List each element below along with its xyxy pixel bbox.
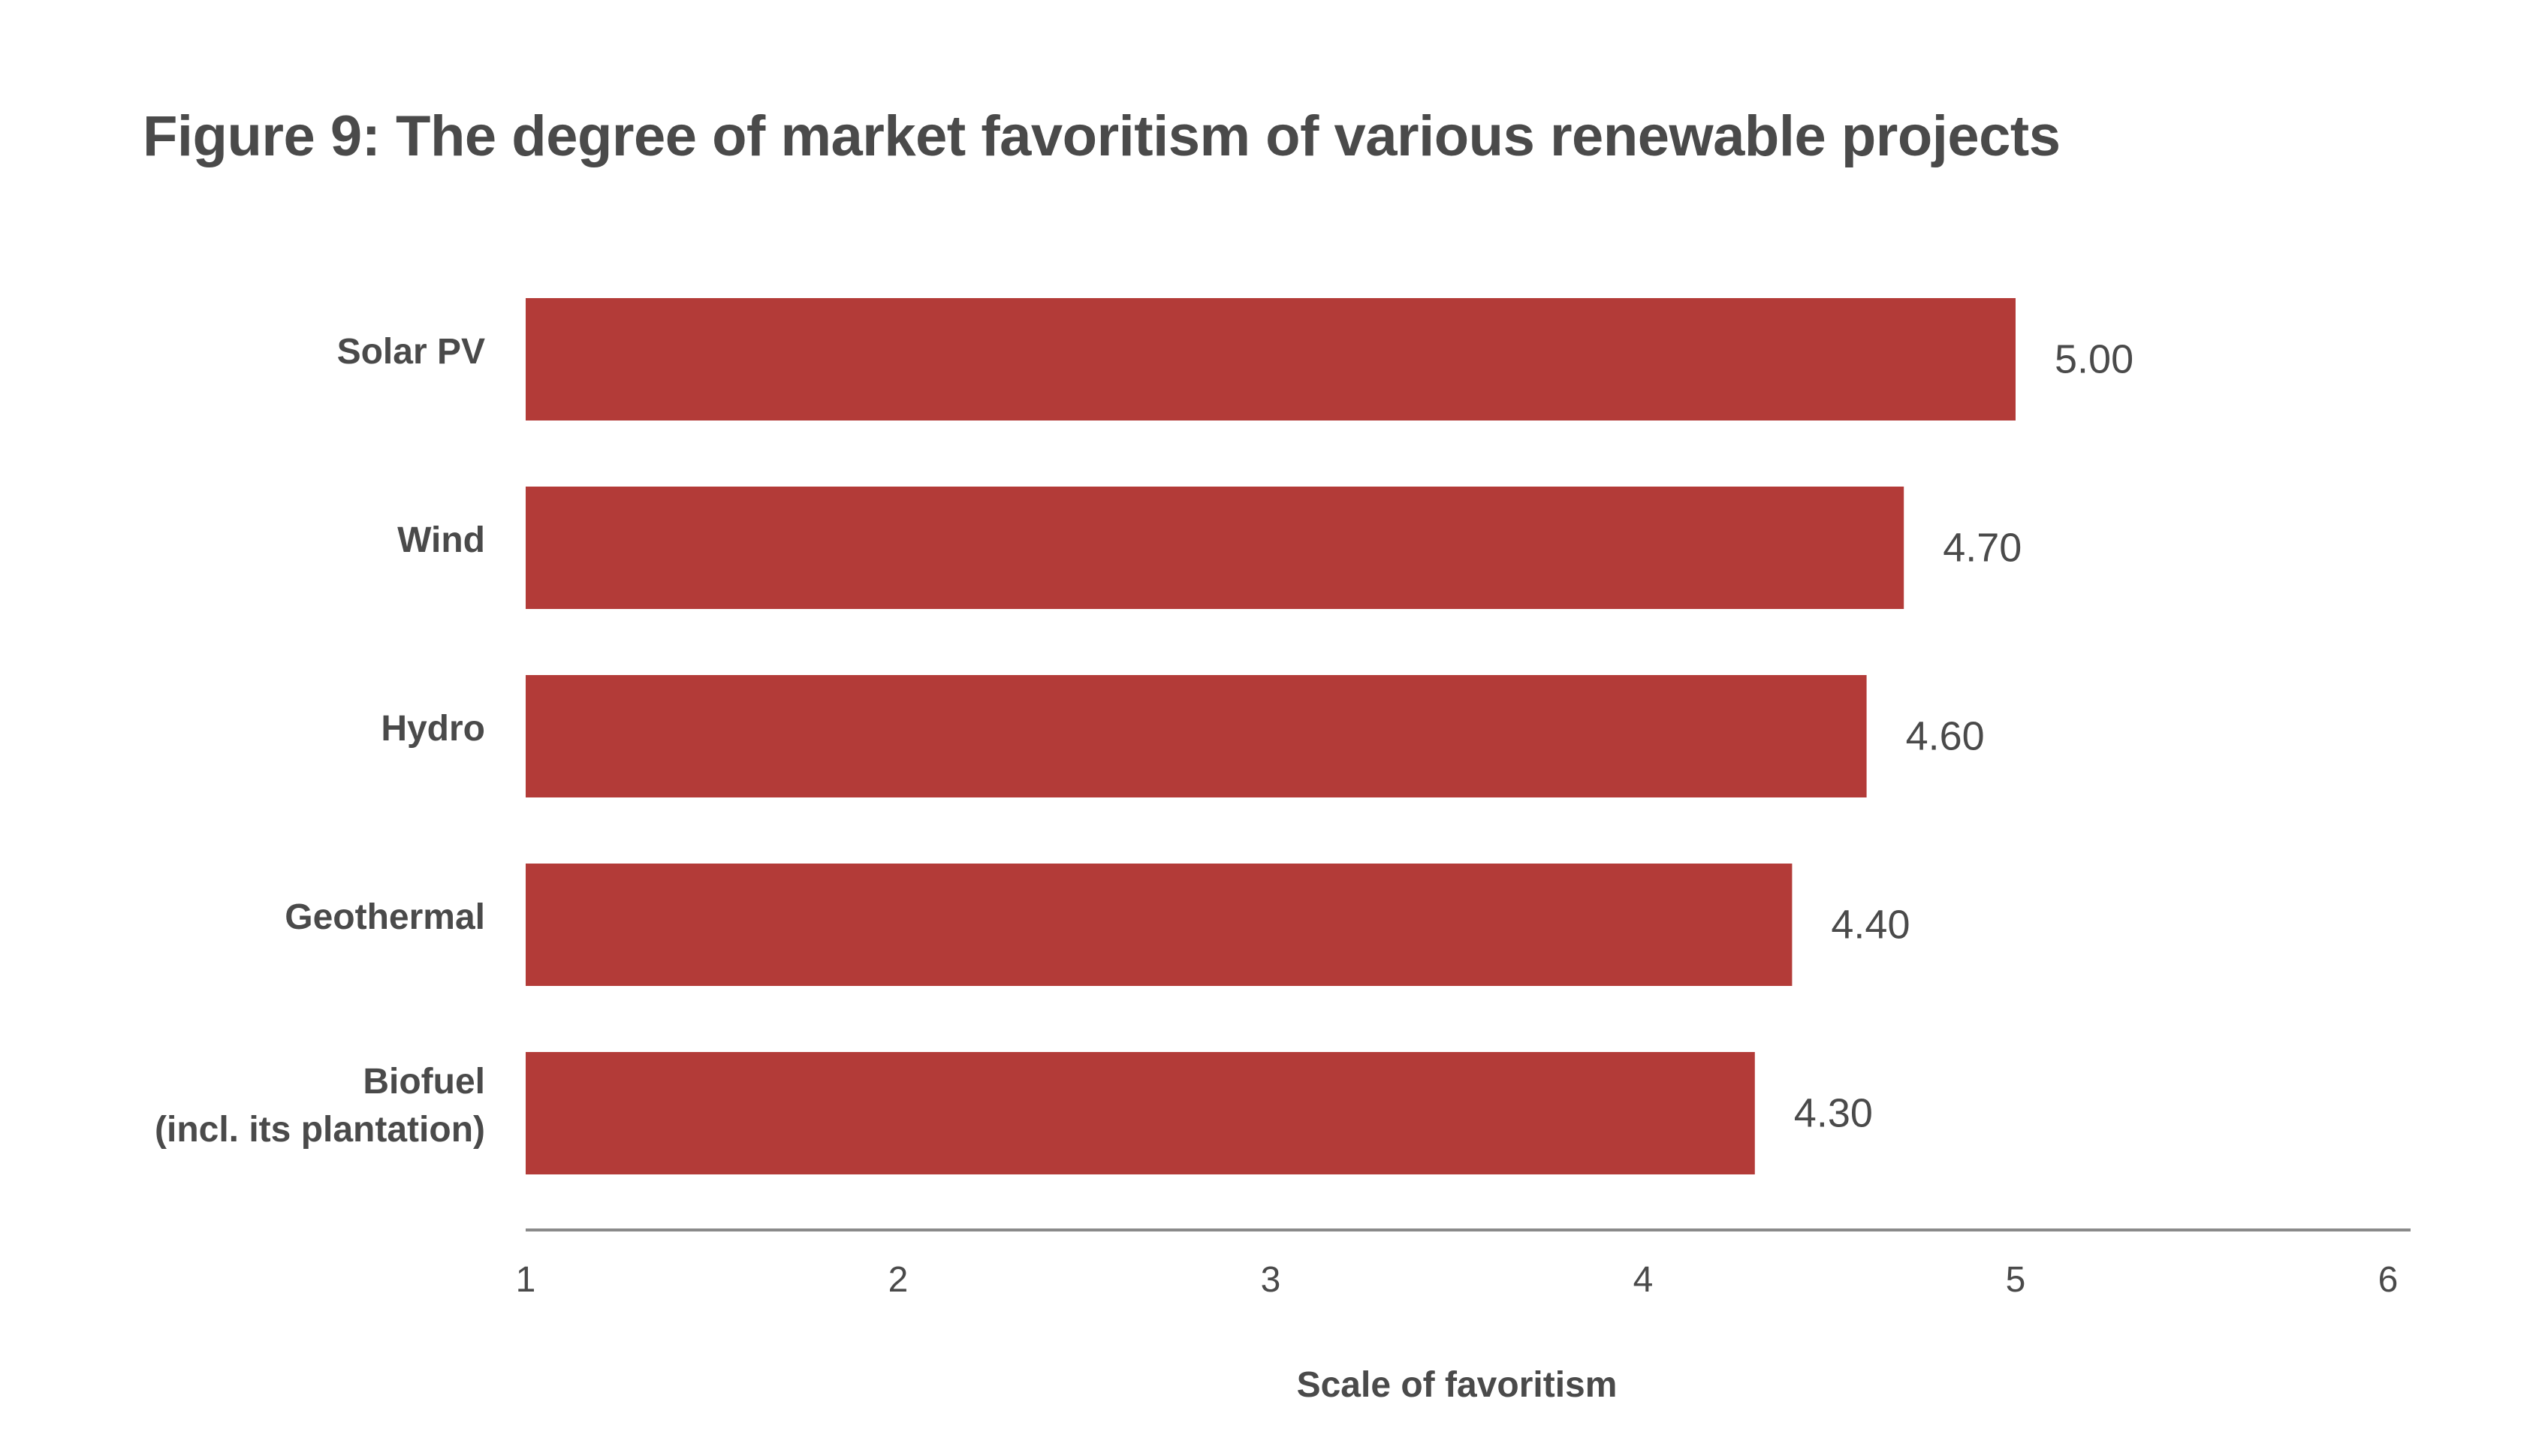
x-tick-label: 5 xyxy=(2006,1260,2026,1300)
category-label: Geothermal xyxy=(285,897,485,937)
bar-4 xyxy=(526,1052,1755,1174)
value-label: 4.30 xyxy=(1794,1091,1873,1136)
labels-layer: 5.00 Solar PV 4.70 Wind 4.60 Hydro 4.40 Geother… xyxy=(155,332,2133,1150)
x-tick-labels: 1 2 3 4 5 6 xyxy=(516,1260,2399,1300)
value-label: 4.70 xyxy=(1943,526,2022,571)
value-label: 5.00 xyxy=(2055,337,2133,382)
category-label: Wind xyxy=(397,520,485,560)
x-tick-label: 6 xyxy=(2378,1260,2399,1300)
category-label: Hydro xyxy=(381,709,485,749)
bar-1 xyxy=(526,487,1904,609)
bar-0 xyxy=(526,298,2016,421)
chart-title: Figure 9: The degree of market favoritis… xyxy=(143,104,2061,168)
bars-layer xyxy=(526,298,2016,1174)
x-tick-label: 2 xyxy=(888,1260,909,1300)
bar-2 xyxy=(526,675,1867,797)
x-tick-label: 4 xyxy=(1633,1260,1654,1300)
value-label: 4.60 xyxy=(1906,714,1985,759)
category-label: Solar PV xyxy=(337,332,485,372)
x-axis-title: Scale of favoritism xyxy=(1297,1365,1618,1405)
x-tick-label: 1 xyxy=(516,1260,536,1300)
value-label: 4.40 xyxy=(1831,903,1910,948)
bar-3 xyxy=(526,864,1793,986)
category-label: Biofuel (incl. its plantation) xyxy=(155,1062,485,1150)
x-tick-label: 3 xyxy=(1261,1260,1281,1300)
